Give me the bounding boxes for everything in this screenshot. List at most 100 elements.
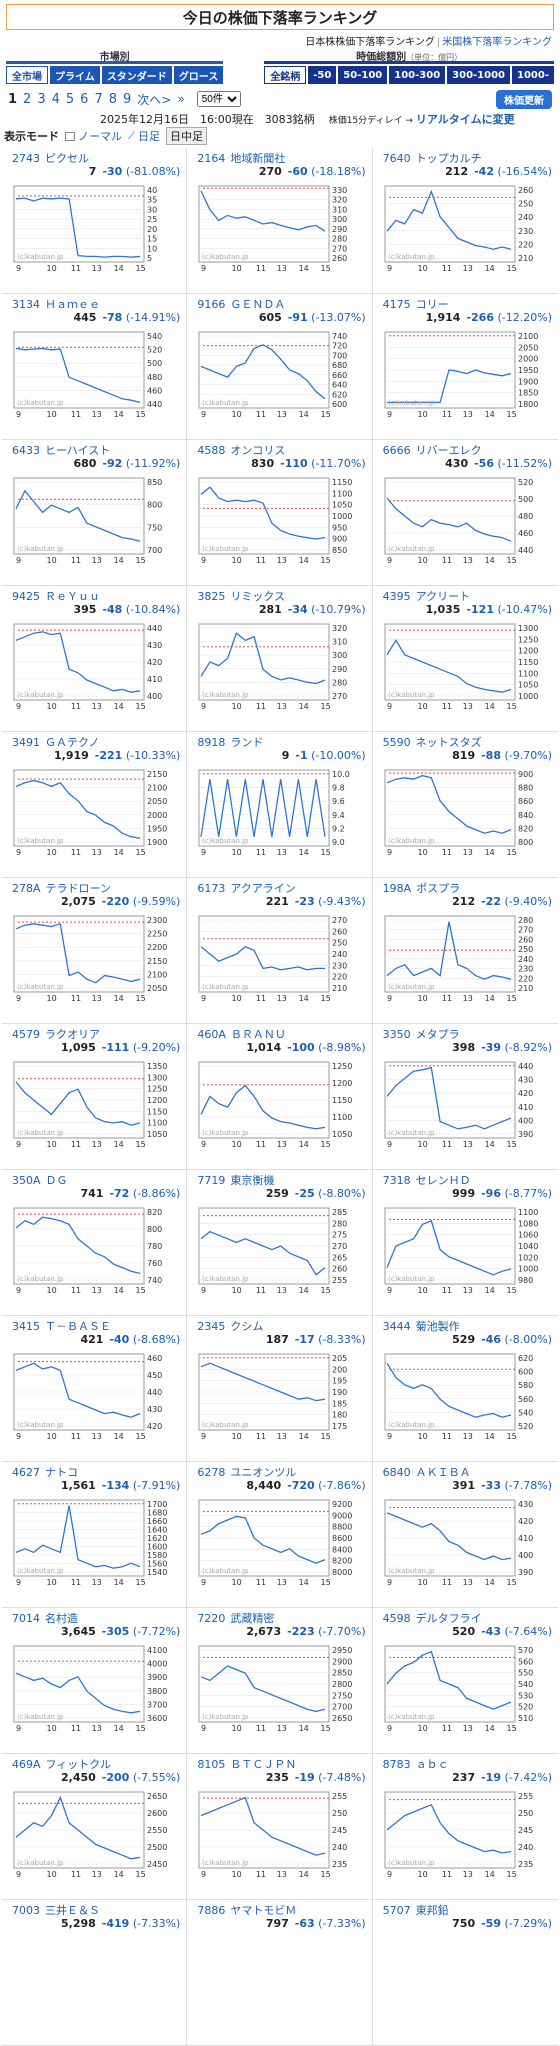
intraday-chart[interactable]: 440 430 420 410 400 9 10 11 13 14 15 (c)kabutan.jp xyxy=(12,620,176,716)
intraday-chart[interactable]: 570 560 550 540 530 520 510 9 10 11 13 14 15 (c)kabut… xyxy=(383,1642,547,1738)
refresh-button[interactable]: 株価更新 xyxy=(496,89,552,109)
stock-name-link[interactable]: 6840 ＡＫＩＢＡ xyxy=(383,1464,554,1479)
intraday-chart[interactable]: 2650 2600 2550 2500 2450 9 10 11 13 14 15 (c)kabuta… xyxy=(12,1788,176,1884)
intraday-chart[interactable]: 440 430 420 410 400 390 9 10 11 13 14 15 (c)kabutan.… xyxy=(383,1058,547,1154)
intraday-chart[interactable]: 260 250 240 230 220 210 9 10 11 13 14 15 (c)kabutan.… xyxy=(383,182,547,278)
intraday-chart[interactable]: 2150 2100 2050 2000 1950 1900 9 10 11 13 14 15 (c)ka… xyxy=(12,766,176,862)
intraday-chart[interactable]: 540 520 500 480 460 440 9 10 11 13 14 15 (c)kabutan.… xyxy=(12,328,176,424)
stock-name-link[interactable]: 6666 リバーエレク xyxy=(383,442,554,457)
mode-daily[interactable]: ⟋ 日足 xyxy=(128,130,160,143)
next-page-link[interactable]: 次へ> xyxy=(137,92,172,107)
cap-btns-btn-4[interactable]: 300-1000 xyxy=(447,66,511,84)
stock-name-link[interactable]: 5590 ネットスタズ xyxy=(383,734,554,749)
intraday-chart[interactable]: 255 250 245 240 235 9 10 11 13 14 15 (c)kabutan.jp xyxy=(383,1788,547,1884)
stock-name-link[interactable]: 7886 ヤマトモビＭ xyxy=(197,1902,367,1917)
intraday-chart[interactable]: 1300 1250 1200 1150 1100 1050 1000 9 10 11 13 14 15 (… xyxy=(383,620,547,716)
stock-name-link[interactable]: 4588 オンコリス xyxy=(197,442,367,457)
link-jp-ranking[interactable]: 日本株株価下落率ランキング xyxy=(305,37,435,48)
stock-name-link[interactable]: 5707 東邦鉛 xyxy=(383,1902,554,1917)
page-link-9[interactable]: 9 xyxy=(123,91,132,107)
stock-name-link[interactable]: 3415 Ｔ－ＢＡＳＥ xyxy=(12,1318,182,1333)
stock-name-link[interactable]: 9166 ＧＥＮＤＡ xyxy=(197,296,367,311)
intraday-chart[interactable]: 9200 9000 8800 8600 8400 8200 8000 9 10 11 13 14 15 (… xyxy=(197,1496,361,1592)
cap-btns-btn-5[interactable]: 1000- xyxy=(512,66,554,84)
stock-name-link[interactable]: 3350 メタプラ xyxy=(383,1026,554,1041)
stock-name-link[interactable]: 3825 リミックス xyxy=(197,588,367,603)
market-btns-btn-3[interactable]: グロース xyxy=(173,66,224,84)
intraday-chart[interactable]: 820 800 780 760 740 9 10 11 13 14 15 (c)kabutan.jp xyxy=(12,1204,176,1300)
cap-btns-btn-3[interactable]: 100-300 xyxy=(389,66,446,84)
intraday-chart[interactable]: 2950 2900 2850 2800 2750 2700 2650 9 10 11 13 14 15 (… xyxy=(197,1642,361,1738)
page-link-4[interactable]: 4 xyxy=(51,91,60,107)
mode-intraday[interactable]: 日中足 xyxy=(166,127,207,145)
market-btns-btn-2[interactable]: スタンダード xyxy=(101,66,172,84)
intraday-chart[interactable]: 285 280 275 270 265 260 255 9 10 11 13 14 15 (c)kabut… xyxy=(197,1204,361,1300)
intraday-chart[interactable]: 270 260 250 240 230 220 210 9 10 11 13 14 15 (c)kabut… xyxy=(197,912,361,1008)
intraday-chart[interactable]: 320 310 300 290 280 270 9 10 11 13 14 15 (c)kabutan.… xyxy=(197,620,361,716)
stock-name-link[interactable]: 2345 クシム xyxy=(197,1318,367,1333)
intraday-chart[interactable]: 10.0 9.8 9.6 9.4 9.2 9.0 9 10 11 13 14 15 (c)kabutan… xyxy=(197,766,361,862)
stock-name-link[interactable]: 350A ＤＧ xyxy=(12,1172,182,1187)
mode-normal[interactable]: ノーマル xyxy=(65,128,122,144)
stock-name-link[interactable]: 7003 三井Ｅ＆Ｓ xyxy=(12,1902,182,1917)
intraday-chart[interactable]: 1350 1300 1250 1200 1150 1100 1050 9 10 11 13 14 15 (… xyxy=(12,1058,176,1154)
realtime-link[interactable]: リアルタイムに変更 xyxy=(415,113,515,126)
intraday-chart[interactable]: 430 420 410 400 390 9 10 11 13 14 15 (c)kabutan.jp xyxy=(383,1496,547,1592)
stock-name-link[interactable]: 2743 ピクセル xyxy=(12,150,182,165)
last-page-link[interactable]: » xyxy=(177,92,185,106)
stock-name-link[interactable]: 4598 デルタフライ xyxy=(383,1610,554,1625)
stock-name-link[interactable]: 3134 Ｈａｍｅｅ xyxy=(12,296,182,311)
intraday-chart[interactable]: 460 450 440 430 420 9 10 11 13 14 15 (c)kabutan.jp xyxy=(12,1350,176,1446)
stock-name-link[interactable]: 6433 ヒーハイスト xyxy=(12,442,182,457)
intraday-chart[interactable]: 1250 1200 1150 1100 1050 9 10 11 13 14 15 (c)kabuta… xyxy=(197,1058,361,1154)
per-page-select[interactable]: 50件 xyxy=(196,91,241,107)
stock-name-link[interactable]: 460A ＢＲＡＮＵ xyxy=(197,1026,367,1041)
stock-name-link[interactable]: 7014 名村造 xyxy=(12,1610,182,1625)
stock-name-link[interactable]: 198A ポスプラ xyxy=(383,880,554,895)
stock-name-link[interactable]: 7719 東京衡機 xyxy=(197,1172,367,1187)
market-btns-btn-0[interactable]: 全市場 xyxy=(6,66,48,84)
intraday-chart[interactable]: 1150 1100 1050 1000 950 900 850 9 10 11 13 14 15 (c)k… xyxy=(197,474,361,570)
intraday-chart[interactable]: 1100 1080 1060 1040 1020 1000 980 9 10 11 13 14 15 (c… xyxy=(383,1204,547,1300)
cap-btns-btn-2[interactable]: 50-100 xyxy=(338,66,388,84)
intraday-chart[interactable]: 900 880 860 840 820 800 9 10 11 13 14 15 (c)kabutan.… xyxy=(383,766,547,862)
stock-name-link[interactable]: 6278 ユニオンツル xyxy=(197,1464,367,1479)
intraday-chart[interactable]: 205 200 195 190 185 180 175 9 10 11 13 14 15 (c)kabut… xyxy=(197,1350,361,1446)
market-btns-btn-1[interactable]: プライム xyxy=(50,66,100,84)
intraday-chart[interactable]: 2300 2250 2200 2150 2100 2050 9 10 11 13 14 15 (c)ka… xyxy=(12,912,176,1008)
stock-name-link[interactable]: 8105 ＢＴＣＪＰＮ xyxy=(197,1756,367,1771)
stock-name-link[interactable]: 7640 トップカルチ xyxy=(383,150,554,165)
page-link-3[interactable]: 3 xyxy=(37,91,46,107)
stock-name-link[interactable]: 7318 セレンＨＤ xyxy=(383,1172,554,1187)
stock-name-link[interactable]: 3444 菊池製作 xyxy=(383,1318,554,1333)
page-link-8[interactable]: 8 xyxy=(108,91,118,107)
stock-name-link[interactable]: 8918 ランド xyxy=(197,734,367,749)
stock-name-link[interactable]: 4579 ラクオリア xyxy=(12,1026,182,1041)
stock-name-link[interactable]: 469A フィットクル xyxy=(12,1756,182,1771)
stock-name-link[interactable]: 4175 コリー xyxy=(383,296,554,311)
cap-btns-btn-0[interactable]: 全銘柄 xyxy=(264,66,307,84)
stock-name-link[interactable]: 4627 ナトコ xyxy=(12,1464,182,1479)
intraday-chart[interactable]: 4100 4000 3900 3800 3700 3600 9 10 11 13 14 15 (c)ka… xyxy=(12,1642,176,1738)
stock-name-link[interactable]: 7220 武蔵精密 xyxy=(197,1610,367,1625)
cap-btns-btn-1[interactable]: -50 xyxy=(308,66,337,84)
intraday-chart[interactable]: 520 500 480 460 440 9 10 11 13 14 15 (c)kabutan.jp xyxy=(383,474,547,570)
intraday-chart[interactable]: 620 600 580 560 540 520 9 10 11 13 14 15 (c)kabutan.… xyxy=(383,1350,547,1446)
stock-name-link[interactable]: 278A テラドローン xyxy=(12,880,182,895)
page-link-1[interactable]: 1 xyxy=(8,91,18,107)
stock-name-link[interactable]: 4395 アクリート xyxy=(383,588,554,603)
stock-name-link[interactable]: 6173 アクアライン xyxy=(197,880,367,895)
stock-name-link[interactable]: 9425 ＲｅＹｕｕ xyxy=(12,588,182,603)
stock-name-link[interactable]: 3491 ＧＡテクノ xyxy=(12,734,182,749)
stock-name-link[interactable]: 2164 地域新聞社 xyxy=(197,150,367,165)
page-link-2[interactable]: 2 xyxy=(23,91,32,107)
intraday-chart[interactable]: 255 250 245 240 235 9 10 11 13 14 15 (c)kabutan.jp xyxy=(197,1788,361,1884)
page-link-6[interactable]: 6 xyxy=(80,91,89,107)
page-link-5[interactable]: 5 xyxy=(65,91,75,107)
stock-name-link[interactable]: 8783 ａｂｃ xyxy=(383,1756,554,1771)
